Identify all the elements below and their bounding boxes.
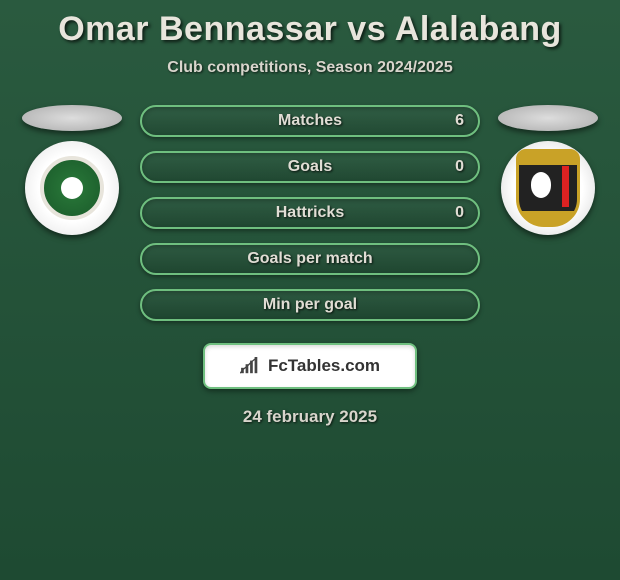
stats-wrapper: Matches 6 Goals 0 Hattricks 0 Goals per … (0, 105, 620, 321)
crest-graphic-left (40, 156, 104, 220)
club-crest-right (501, 141, 595, 235)
stat-label: Hattricks (276, 204, 344, 222)
source-label: FcTables.com (268, 356, 380, 376)
page-subtitle: Club competitions, Season 2024/2025 (0, 59, 620, 77)
player-silhouette-right (498, 105, 598, 131)
stat-row-matches: Matches 6 (140, 105, 480, 137)
stat-row-goals: Goals 0 (140, 151, 480, 183)
stat-label: Min per goal (263, 296, 357, 314)
stat-value-right: 6 (455, 112, 464, 130)
player-column-left (12, 105, 132, 235)
page-title: Omar Bennassar vs Alalabang (0, 10, 620, 49)
bar-chart-icon (240, 357, 262, 375)
club-crest-left (25, 141, 119, 235)
player-column-right (488, 105, 608, 235)
stat-label: Goals per match (247, 250, 372, 268)
comparison-card: Omar Bennassar vs Alalabang Club competi… (0, 0, 620, 437)
stat-value-right: 0 (455, 158, 464, 176)
crest-graphic-right (516, 149, 580, 227)
stat-rows: Matches 6 Goals 0 Hattricks 0 Goals per … (140, 105, 480, 321)
stat-row-goals-per-match: Goals per match (140, 243, 480, 275)
stat-row-hattricks: Hattricks 0 (140, 197, 480, 229)
stat-label: Goals (288, 158, 332, 176)
generated-date: 24 february 2025 (0, 407, 620, 427)
stat-label: Matches (278, 112, 342, 130)
player-silhouette-left (22, 105, 122, 131)
stat-row-min-per-goal: Min per goal (140, 289, 480, 321)
stat-value-right: 0 (455, 204, 464, 222)
source-badge[interactable]: FcTables.com (203, 343, 417, 389)
